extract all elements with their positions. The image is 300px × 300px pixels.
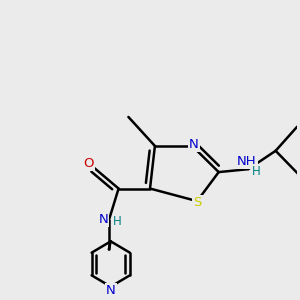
Text: H: H [112, 215, 122, 228]
Text: NH: NH [237, 155, 256, 168]
Text: S: S [194, 196, 202, 209]
Text: H: H [252, 165, 261, 178]
Text: N: N [189, 138, 199, 151]
Text: O: O [83, 158, 94, 170]
Text: N: N [99, 212, 108, 226]
Text: N: N [106, 284, 116, 297]
